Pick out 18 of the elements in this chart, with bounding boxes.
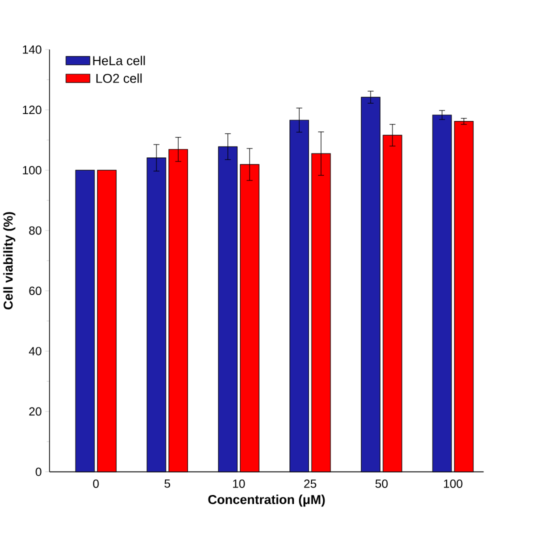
legend-label: LO2 cell	[96, 73, 142, 83]
y-tick-label: 80	[29, 226, 42, 235]
y-tick-label: 0	[36, 467, 42, 476]
x-tick-label: 100	[444, 479, 462, 488]
x-tick-label: 50	[375, 479, 388, 488]
x-tick-label: 0	[93, 479, 99, 488]
y-tick-label: 60	[29, 286, 42, 295]
legend-label: HeLa cell	[93, 56, 145, 66]
y-tick-label: 20	[29, 407, 42, 416]
y-tick-label: 120	[22, 106, 42, 114]
x-tick-label: 5	[164, 479, 170, 488]
y-axis-title: Cell viability (%)	[3, 212, 16, 310]
y-tick-label: 100	[22, 166, 42, 174]
x-axis-title: Concentration (μM)	[208, 494, 325, 507]
y-tick-label: 140	[22, 45, 42, 54]
x-tick-label: 10	[233, 479, 245, 488]
x-tick-label: 25	[304, 479, 316, 488]
y-tick-label: 40	[28, 346, 42, 356]
